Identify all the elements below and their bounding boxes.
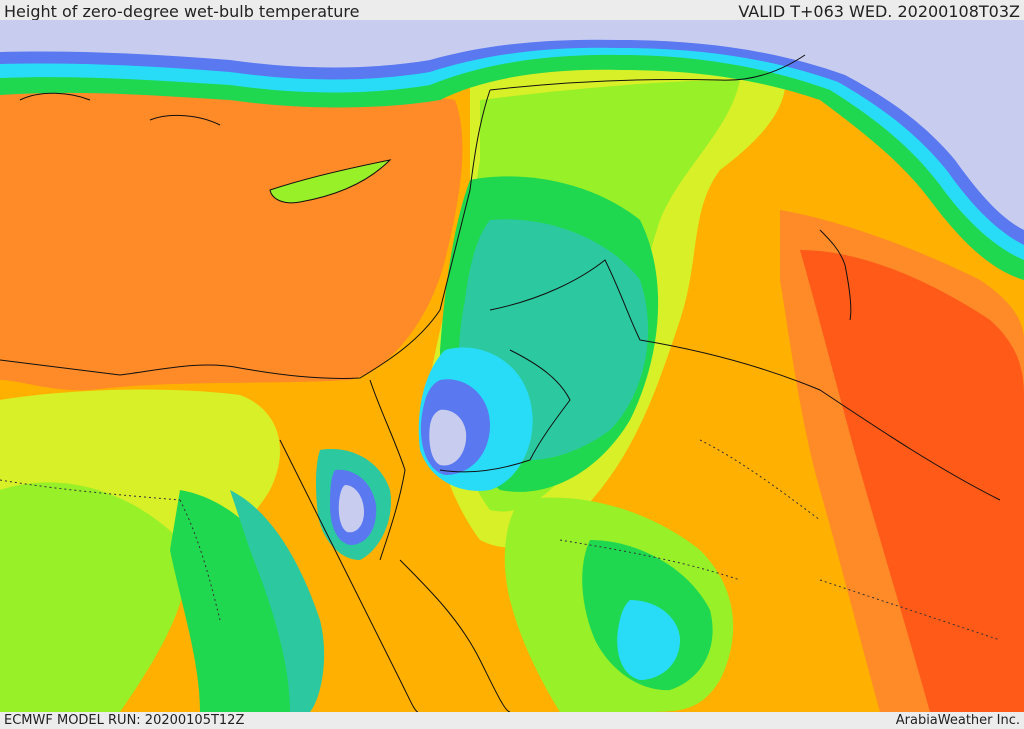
turkey-lavender-band xyxy=(0,20,1024,230)
gulf-coast-north xyxy=(819,229,852,321)
aegean-coast xyxy=(19,92,221,126)
iraq-borders xyxy=(489,259,1001,501)
cyprus-island xyxy=(269,159,392,204)
mediterranean-zone xyxy=(0,78,463,391)
saudi-internal-borders xyxy=(559,439,1001,641)
red-sea-east-coast xyxy=(399,559,511,712)
red-sea-west-coast xyxy=(279,439,419,712)
map-title: Height of zero-degree wet-bulb temperatu… xyxy=(4,2,360,21)
footer-bar: ECMWF MODEL RUN: 20200105T12Z ArabiaWeat… xyxy=(0,712,1024,729)
valid-time: VALID T+063 WED. 20200108T03Z xyxy=(738,2,1020,21)
syria-turkey-border xyxy=(489,54,806,91)
jordan-saudi-border xyxy=(439,349,571,473)
weather-map xyxy=(0,20,1024,712)
saudi-cyan-zone xyxy=(617,600,680,680)
map-view[interactable] xyxy=(0,20,1024,712)
red-sea-teal-zone xyxy=(230,490,325,712)
credit-text: ArabiaWeather Inc. xyxy=(895,713,1020,728)
east-dark-orange-zone xyxy=(800,250,1024,712)
west-lime-zone xyxy=(0,482,187,712)
egypt-internal-borders xyxy=(0,479,221,621)
model-run: ECMWF MODEL RUN: 20200105T12Z xyxy=(4,713,245,728)
sinai-border xyxy=(369,379,406,561)
turkey-cyan-band xyxy=(0,20,1024,260)
jordan-lavender-zone xyxy=(429,409,467,466)
red-sea-green-zone xyxy=(170,490,313,712)
sinai-lavender-zone xyxy=(338,485,364,533)
mediterranean-coastline xyxy=(0,89,491,379)
header-bar: Height of zero-degree wet-bulb temperatu… xyxy=(0,0,1024,21)
